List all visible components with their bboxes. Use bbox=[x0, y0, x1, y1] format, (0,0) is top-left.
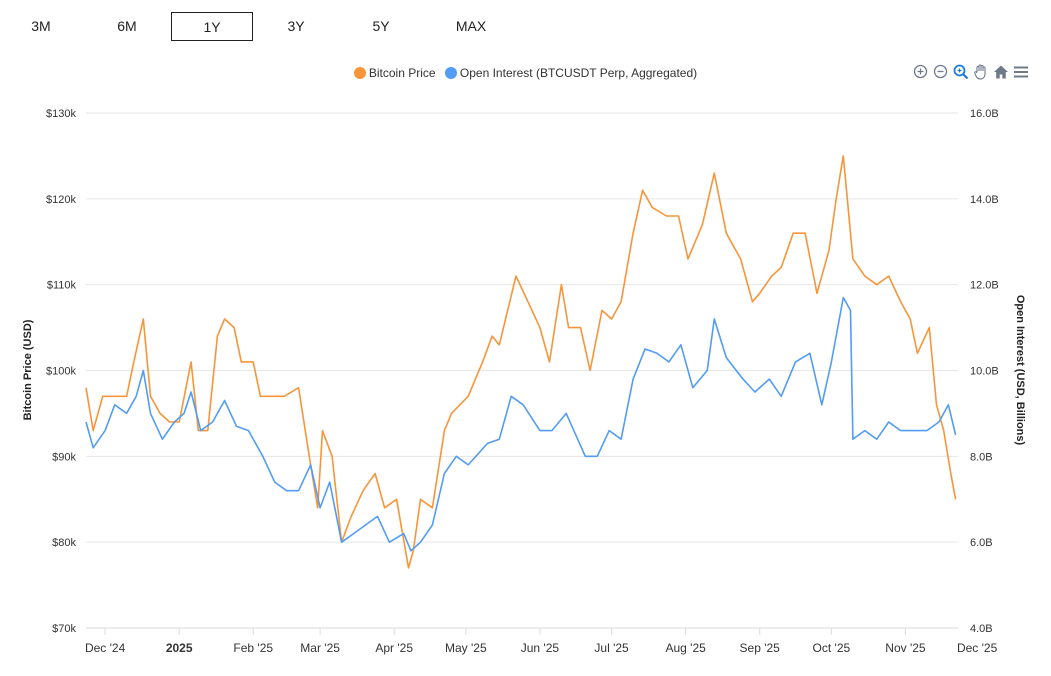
range-1y-button[interactable]: 1Y bbox=[171, 12, 253, 41]
y2-tick-label: 8.0B bbox=[970, 451, 993, 463]
y-axis-title-right: Open Interest (USD, Billions) bbox=[1014, 295, 1026, 446]
legend-label: Bitcoin Price bbox=[368, 66, 436, 80]
legend-item-oi[interactable]: Open Interest (BTCUSDT Perp, Aggregated) bbox=[444, 66, 698, 80]
x-tick-label: Oct '25 bbox=[813, 641, 851, 655]
legend: Bitcoin Price Open Interest (BTCUSDT Per… bbox=[0, 66, 1051, 82]
x-tick-label: Dec '25 bbox=[957, 641, 998, 655]
x-tick-label: Jun '25 bbox=[521, 641, 560, 655]
x-tick-label: Aug '25 bbox=[665, 641, 706, 655]
x-tick-label: 2025 bbox=[166, 641, 193, 655]
x-tick-label: Jul '25 bbox=[594, 641, 629, 655]
y-tick-label: $80k bbox=[52, 537, 76, 549]
x-tick-label: Dec '24 bbox=[85, 641, 126, 655]
y-tick-label: $120k bbox=[46, 194, 76, 206]
y2-tick-label: 6.0B bbox=[970, 537, 993, 549]
chart-toolbar bbox=[912, 63, 1029, 80]
range-3y-button[interactable]: 3Y bbox=[287, 18, 305, 34]
y2-tick-label: 10.0B bbox=[970, 366, 999, 378]
x-tick-label: Sep '25 bbox=[740, 641, 781, 655]
x-tick-label: May '25 bbox=[445, 641, 487, 655]
zoom-out-icon[interactable] bbox=[932, 63, 949, 80]
x-tick-label: Nov '25 bbox=[885, 641, 926, 655]
y2-tick-label: 4.0B bbox=[970, 623, 993, 635]
y-tick-label: $70k bbox=[52, 623, 76, 635]
y2-tick-label: 12.0B bbox=[970, 280, 999, 292]
y2-tick-label: 14.0B bbox=[970, 194, 999, 206]
x-tick-label: Feb '25 bbox=[233, 641, 273, 655]
legend-item-price[interactable]: Bitcoin Price bbox=[353, 66, 436, 80]
zoom-in-icon[interactable] bbox=[912, 63, 929, 80]
y-tick-label: $100k bbox=[46, 366, 76, 378]
y-axis-title-left: Bitcoin Price (USD) bbox=[22, 319, 34, 420]
price-marker-icon bbox=[353, 67, 366, 79]
oi-series-line bbox=[85, 296, 957, 552]
zoom-select-icon[interactable] bbox=[952, 63, 969, 80]
range-6m-button[interactable]: 6M bbox=[117, 18, 137, 34]
range-5y-button[interactable]: 5Y bbox=[372, 18, 390, 34]
home-reset-icon[interactable] bbox=[992, 63, 1009, 80]
range-3m-button[interactable]: 3M bbox=[31, 18, 51, 34]
range-max-button[interactable]: MAX bbox=[455, 18, 487, 34]
x-tick-label: Mar '25 bbox=[300, 641, 340, 655]
menu-icon[interactable] bbox=[1012, 63, 1029, 80]
legend-label: Open Interest (BTCUSDT Perp, Aggregated) bbox=[459, 66, 698, 80]
x-tick-label: Apr '25 bbox=[375, 641, 413, 655]
y-tick-label: $90k bbox=[52, 451, 76, 463]
y-tick-label: $110k bbox=[47, 280, 77, 292]
y2-tick-label: 16.0B bbox=[970, 108, 999, 120]
price-series-line bbox=[85, 155, 957, 569]
y-tick-label: $130k bbox=[46, 108, 76, 120]
oi-marker-icon bbox=[444, 67, 457, 79]
pan-hand-icon[interactable] bbox=[972, 63, 989, 80]
